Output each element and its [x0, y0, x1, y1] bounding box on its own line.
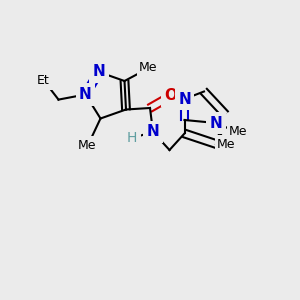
Text: Me: Me [78, 139, 96, 152]
Text: Me: Me [139, 61, 158, 74]
Text: N: N [178, 92, 191, 106]
Text: N: N [210, 116, 222, 130]
Text: Me: Me [217, 137, 236, 151]
Text: O: O [164, 88, 178, 104]
Text: Me: Me [229, 125, 248, 139]
Text: N: N [93, 64, 105, 80]
Text: Et: Et [37, 74, 50, 88]
Text: H: H [127, 131, 137, 145]
Text: N: N [79, 87, 92, 102]
Text: N: N [147, 124, 159, 140]
